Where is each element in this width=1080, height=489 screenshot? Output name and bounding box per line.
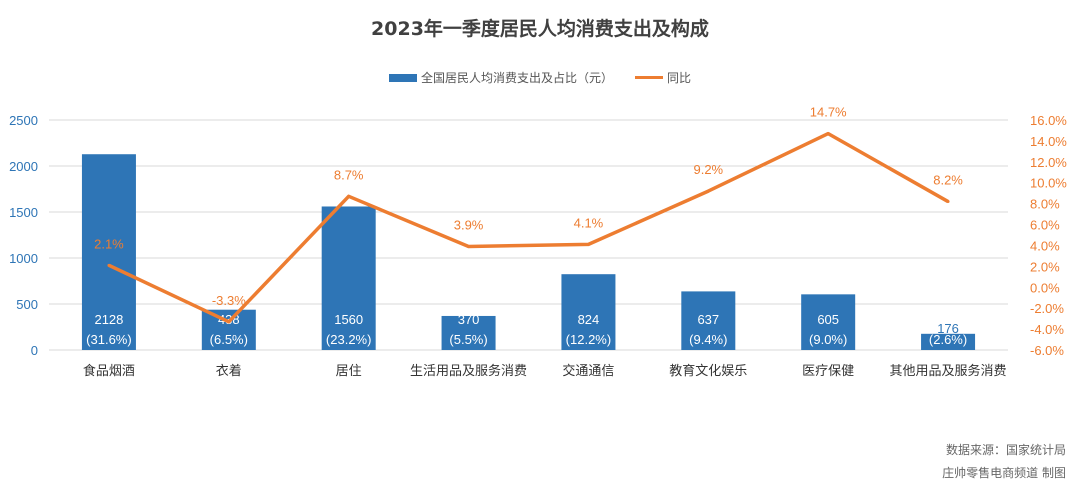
bar [681,291,736,350]
yoy-data-label: 8.7% [334,167,364,182]
y-right-tick: 16.0% [1030,113,1067,128]
y-left-tick: 0 [31,343,38,358]
y-right-tick: 10.0% [1030,176,1067,191]
bar [321,206,376,350]
bar [921,333,976,350]
legend-item-yoy: 同比 [635,69,691,86]
yoy-data-label: 2.1% [94,236,124,251]
yoy-data-label: 14.7% [810,105,847,120]
yoy-point [706,189,710,193]
x-tick-label: 交通通信 [562,363,614,378]
x-tick-label: 衣着 [216,363,242,378]
x-tick-label: 居住 [336,363,362,378]
source-note: 数据来源：国家统计局 [945,443,1066,457]
bar-share-label: (23.2%) [326,332,372,347]
yoy-data-label: -3.3% [212,293,246,308]
y-right-tick: -6.0% [1030,343,1064,358]
y-right-tick: 0.0% [1030,280,1060,295]
bar [801,294,856,350]
yoy-point [467,245,471,248]
bar-share-label: (6.5%) [210,332,248,347]
y-left-tick: 1500 [9,205,38,220]
bar-value-label: 605 [817,312,839,327]
x-tick-label: 其他用品及服务消费 [890,363,1007,378]
yoy-point [107,263,111,267]
yoy-data-label: 9.2% [693,162,723,177]
bar [201,309,256,350]
yoy-data-label: 3.9% [454,218,484,233]
credit-note: 庄帅零售电商频道 制图 [942,466,1066,480]
y-left-tick: 1000 [9,251,38,266]
bar-value-label: 824 [578,312,600,327]
y-left-tick: 500 [16,297,38,312]
bar [81,154,136,350]
yoy-point [826,132,830,136]
legend-label-yoy: 同比 [667,71,692,85]
legend-item-spending: 全国居民人均消费支出及占比（元） [388,69,613,86]
bar-value-label: 176 [937,321,959,336]
x-tick-label: 教育文化娱乐 [669,363,747,378]
bar-share-label: (2.6%) [929,332,967,347]
y-right-tick: 2.0% [1030,259,1060,274]
yoy-point [227,320,231,324]
x-tick-label: 食品烟酒 [83,363,135,378]
yoy-point [347,194,351,198]
y-right-tick: 4.0% [1030,238,1060,253]
legend-swatch-bar [388,73,417,82]
yoy-point [946,200,950,204]
legend-label-spending: 全国居民人均消费支出及占比（元） [420,71,613,85]
bar-share-label: (5.5%) [449,332,487,347]
y-left-tick: 2000 [9,159,38,174]
y-right-tick: 12.0% [1030,155,1067,170]
bar-share-label: (9.4%) [689,332,727,347]
legend-swatch-line [635,76,663,79]
y-right-tick: 6.0% [1030,218,1060,233]
yoy-line [108,131,949,324]
y-right-tick: -4.0% [1030,322,1064,337]
x-tick-label: 医疗保健 [802,363,854,378]
bar-value-label: 1560 [334,312,363,327]
yoy-data-label: 4.1% [574,215,604,230]
y-right-tick: -2.0% [1030,301,1064,316]
bar-value-label: 370 [458,312,480,327]
bar-value-label: 637 [697,312,719,327]
bar [441,315,496,350]
chart-title: 2023年一季度居民人均消费支出及构成 [371,18,709,40]
bar-share-label: (9.0%) [809,332,847,347]
bar-share-label: (12.2%) [566,332,612,347]
bar [561,274,616,350]
bar-value-label: 2128 [94,312,123,327]
yoy-data-label: 8.2% [933,173,963,188]
x-tick-label: 生活用品及服务消费 [410,363,527,378]
y-right-tick: 14.0% [1030,134,1067,149]
yoy-point [586,242,590,246]
bar-share-label: (31.6%) [86,332,132,347]
y-right-tick: 8.0% [1030,197,1060,212]
y-left-tick: 2500 [9,113,38,128]
legend: 全国居民人均消费支出及占比（元） 同比 [0,69,1080,86]
